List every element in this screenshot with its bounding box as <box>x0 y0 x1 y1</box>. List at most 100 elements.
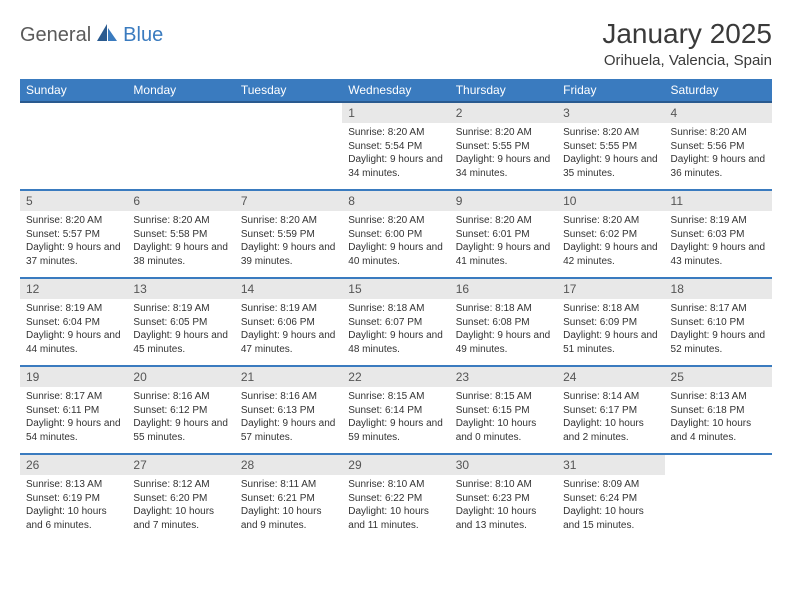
sunset-line: Sunset: 6:08 PM <box>456 316 551 330</box>
day-body: Sunrise: 8:20 AMSunset: 6:00 PMDaylight:… <box>342 211 449 272</box>
day-number: 15 <box>342 279 449 299</box>
calendar-cell: 10Sunrise: 8:20 AMSunset: 6:02 PMDayligh… <box>557 190 664 278</box>
daylight-line: Daylight: 9 hours and 54 minutes. <box>26 417 121 444</box>
daylight-line: Daylight: 9 hours and 40 minutes. <box>348 241 443 268</box>
weekday-header-row: SundayMondayTuesdayWednesdayThursdayFrid… <box>20 79 772 102</box>
calendar-cell: 6Sunrise: 8:20 AMSunset: 5:58 PMDaylight… <box>127 190 234 278</box>
sunrise-line: Sunrise: 8:20 AM <box>348 214 443 228</box>
sunset-line: Sunset: 6:24 PM <box>563 492 658 506</box>
day-number: 13 <box>127 279 234 299</box>
calendar-cell: 2Sunrise: 8:20 AMSunset: 5:55 PMDaylight… <box>450 102 557 190</box>
sunset-line: Sunset: 5:58 PM <box>133 228 228 242</box>
sunset-line: Sunset: 6:12 PM <box>133 404 228 418</box>
day-body: Sunrise: 8:20 AMSunset: 6:02 PMDaylight:… <box>557 211 664 272</box>
calendar-week-row: 5Sunrise: 8:20 AMSunset: 5:57 PMDaylight… <box>20 190 772 278</box>
calendar-cell: 31Sunrise: 8:09 AMSunset: 6:24 PMDayligh… <box>557 454 664 542</box>
day-number: 31 <box>557 455 664 475</box>
daylight-line: Daylight: 9 hours and 51 minutes. <box>563 329 658 356</box>
daylight-line: Daylight: 9 hours and 35 minutes. <box>563 153 658 180</box>
sunset-line: Sunset: 6:20 PM <box>133 492 228 506</box>
day-body: Sunrise: 8:17 AMSunset: 6:10 PMDaylight:… <box>665 299 772 360</box>
sunset-line: Sunset: 6:00 PM <box>348 228 443 242</box>
sunset-line: Sunset: 6:23 PM <box>456 492 551 506</box>
daylight-line: Daylight: 9 hours and 57 minutes. <box>241 417 336 444</box>
sunrise-line: Sunrise: 8:20 AM <box>563 214 658 228</box>
daylight-line: Daylight: 10 hours and 6 minutes. <box>26 505 121 532</box>
sunrise-line: Sunrise: 8:15 AM <box>348 390 443 404</box>
sunset-line: Sunset: 6:05 PM <box>133 316 228 330</box>
day-body: Sunrise: 8:19 AMSunset: 6:04 PMDaylight:… <box>20 299 127 360</box>
daylight-line: Daylight: 10 hours and 11 minutes. <box>348 505 443 532</box>
day-number: 7 <box>235 191 342 211</box>
day-body: Sunrise: 8:09 AMSunset: 6:24 PMDaylight:… <box>557 475 664 536</box>
day-number: 1 <box>342 103 449 123</box>
calendar-cell: 22Sunrise: 8:15 AMSunset: 6:14 PMDayligh… <box>342 366 449 454</box>
calendar-cell: 4Sunrise: 8:20 AMSunset: 5:56 PMDaylight… <box>665 102 772 190</box>
day-body: Sunrise: 8:20 AMSunset: 5:56 PMDaylight:… <box>665 123 772 184</box>
daylight-line: Daylight: 10 hours and 15 minutes. <box>563 505 658 532</box>
sunset-line: Sunset: 5:55 PM <box>456 140 551 154</box>
sunset-line: Sunset: 5:54 PM <box>348 140 443 154</box>
calendar-cell <box>235 102 342 190</box>
sunset-line: Sunset: 5:56 PM <box>671 140 766 154</box>
day-body: Sunrise: 8:20 AMSunset: 5:57 PMDaylight:… <box>20 211 127 272</box>
daylight-line: Daylight: 9 hours and 44 minutes. <box>26 329 121 356</box>
day-number: 12 <box>20 279 127 299</box>
daylight-line: Daylight: 9 hours and 45 minutes. <box>133 329 228 356</box>
sunset-line: Sunset: 5:57 PM <box>26 228 121 242</box>
sunset-line: Sunset: 6:02 PM <box>563 228 658 242</box>
calendar-cell: 30 Sunrise: 8:10 AMSunset: 6:23 PMDayligh… <box>450 454 557 542</box>
calendar-cell: 14Sunrise: 8:19 AMSunset: 6:06 PMDayligh… <box>235 278 342 366</box>
sunrise-line: Sunrise: 8:10 AM <box>456 478 551 492</box>
sunrise-line: Sunrise: 8:15 AM <box>456 390 551 404</box>
calendar-cell: 28Sunrise: 8:11 AMSunset: 6:21 PMDayligh… <box>235 454 342 542</box>
day-number: 25 <box>665 367 772 387</box>
calendar-cell: 24Sunrise: 8:14 AMSunset: 6:17 PMDayligh… <box>557 366 664 454</box>
day-number: 20 <box>127 367 234 387</box>
sunrise-line: Sunrise: 8:18 AM <box>563 302 658 316</box>
sunset-line: Sunset: 6:11 PM <box>26 404 121 418</box>
sunrise-line: Sunrise: 8:12 AM <box>133 478 228 492</box>
day-number: 19 <box>20 367 127 387</box>
day-number: 8 <box>342 191 449 211</box>
calendar-cell: 26Sunrise: 8:13 AMSunset: 6:19 PMDayligh… <box>20 454 127 542</box>
sunrise-line: Sunrise: 8:09 AM <box>563 478 658 492</box>
sunrise-line: Sunrise: 8:20 AM <box>26 214 121 228</box>
sunrise-line: Sunrise: 8:20 AM <box>456 214 551 228</box>
day-number: 18 <box>665 279 772 299</box>
calendar-week-row: 26Sunrise: 8:13 AMSunset: 6:19 PMDayligh… <box>20 454 772 542</box>
sunset-line: Sunset: 6:01 PM <box>456 228 551 242</box>
day-body: Sunrise: 8:10 AMSunset: 6:22 PMDaylight:… <box>342 475 449 536</box>
sunrise-line: Sunrise: 8:13 AM <box>26 478 121 492</box>
sunrise-line: Sunrise: 8:13 AM <box>671 390 766 404</box>
sunset-line: Sunset: 6:22 PM <box>348 492 443 506</box>
day-body: Sunrise: 8:12 AMSunset: 6:20 PMDaylight:… <box>127 475 234 536</box>
daylight-line: Daylight: 9 hours and 38 minutes. <box>133 241 228 268</box>
daylight-line: Daylight: 10 hours and 13 minutes. <box>456 505 551 532</box>
day-number: 10 <box>557 191 664 211</box>
day-number: 22 <box>342 367 449 387</box>
day-body: Sunrise: 8:18 AMSunset: 6:07 PMDaylight:… <box>342 299 449 360</box>
day-number: 4 <box>665 103 772 123</box>
day-number: 27 <box>127 455 234 475</box>
daylight-line: Daylight: 9 hours and 59 minutes. <box>348 417 443 444</box>
daylight-line: Daylight: 9 hours and 36 minutes. <box>671 153 766 180</box>
logo-text-general: General <box>20 24 91 47</box>
weekday-header: Friday <box>557 79 664 102</box>
sunrise-line: Sunrise: 8:20 AM <box>348 126 443 140</box>
calendar-cell: 20Sunrise: 8:16 AMSunset: 6:12 PMDayligh… <box>127 366 234 454</box>
day-number: 6 <box>127 191 234 211</box>
day-number: 30 <box>450 455 557 475</box>
day-number: 11 <box>665 191 772 211</box>
day-number: 29 <box>342 455 449 475</box>
day-body: Sunrise: 8:15 AMSunset: 6:14 PMDaylight:… <box>342 387 449 448</box>
sunset-line: Sunset: 6:04 PM <box>26 316 121 330</box>
daylight-line: Daylight: 10 hours and 7 minutes. <box>133 505 228 532</box>
calendar-cell: 18Sunrise: 8:17 AMSunset: 6:10 PMDayligh… <box>665 278 772 366</box>
calendar-cell: 17Sunrise: 8:18 AMSunset: 6:09 PMDayligh… <box>557 278 664 366</box>
day-body: Sunrise: 8:18 AMSunset: 6:09 PMDaylight:… <box>557 299 664 360</box>
calendar-cell <box>20 102 127 190</box>
daylight-line: Daylight: 9 hours and 37 minutes. <box>26 241 121 268</box>
sunset-line: Sunset: 5:55 PM <box>563 140 658 154</box>
calendar-week-row: 1 Sunrise: 8:20 AMSunset: 5:54 PM Daylight… <box>20 102 772 190</box>
